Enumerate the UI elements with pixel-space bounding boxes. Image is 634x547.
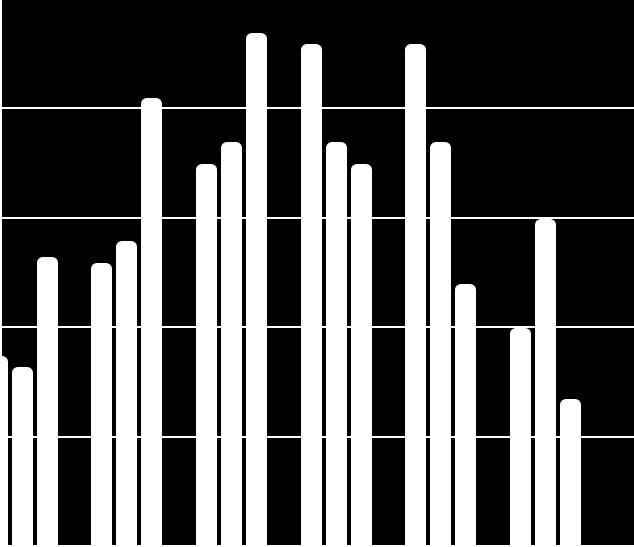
bar-group: [0, 0, 58, 547]
bar-group: [510, 0, 581, 547]
bar-group: [91, 0, 162, 547]
bar-group: [405, 0, 476, 547]
gridline: [0, 107, 634, 109]
bar: [221, 142, 242, 547]
bar: [430, 142, 451, 547]
bar: [0, 356, 8, 547]
bar-chart: [0, 0, 634, 547]
gridline: [0, 436, 634, 438]
bar: [535, 219, 556, 547]
gridline: [0, 217, 634, 219]
bar: [301, 44, 322, 547]
bar-group: [301, 0, 372, 547]
gridline: [0, 326, 634, 328]
bar: [91, 263, 112, 547]
bar: [37, 257, 58, 547]
bar: [141, 98, 162, 547]
plot-area: [0, 0, 634, 547]
bar-group: [196, 0, 267, 547]
bar: [455, 284, 476, 547]
bar: [560, 399, 581, 547]
bar: [405, 44, 426, 547]
bar: [196, 164, 217, 547]
bar: [351, 164, 372, 547]
bar: [246, 33, 267, 547]
bar: [326, 142, 347, 547]
bar: [116, 241, 137, 547]
bar: [12, 367, 33, 547]
